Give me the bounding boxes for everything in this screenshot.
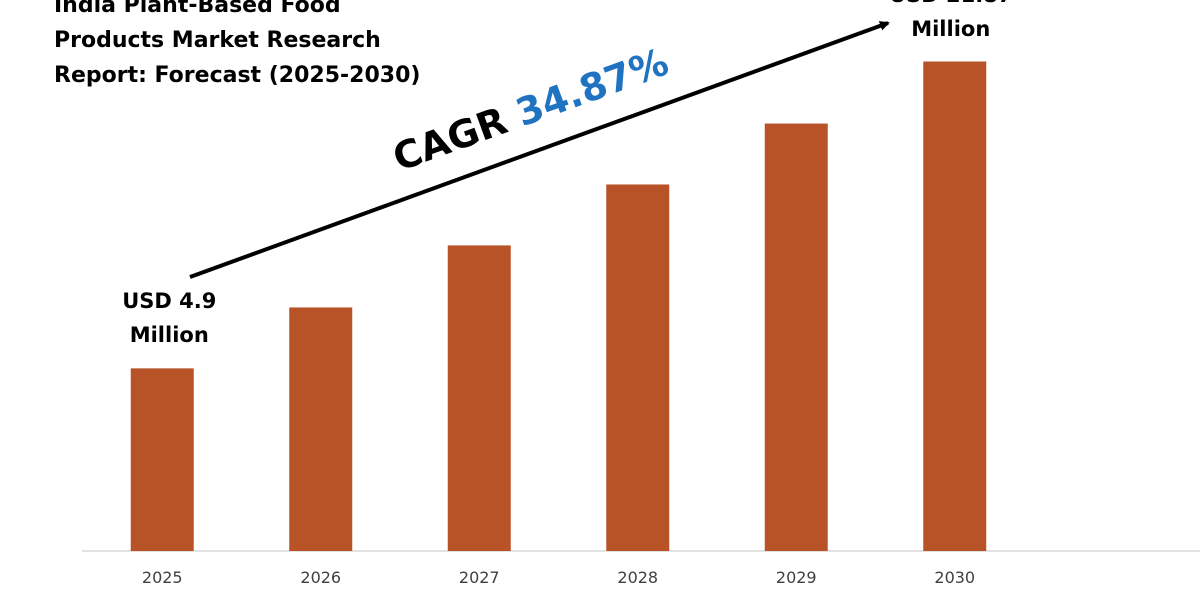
bar	[130, 368, 194, 551]
x-tick-label: 2028	[617, 568, 658, 587]
x-tick-label: 2030	[934, 568, 975, 587]
x-tick-label: 2029	[776, 568, 817, 587]
bar	[764, 123, 828, 551]
x-tick-label: 2026	[300, 568, 341, 587]
value-label: USD 21.87 Million	[889, 0, 1012, 41]
growth-arrow	[189, 21, 890, 279]
x-tick-label: 2027	[459, 568, 500, 587]
chart-title: India Plant-Based Food Products Market R…	[54, 0, 421, 88]
cagr-value: 34.87%	[510, 40, 674, 135]
bar	[923, 61, 987, 551]
bar	[289, 307, 353, 551]
value-label: USD 4.9 Million	[122, 289, 217, 348]
bar	[447, 245, 511, 552]
bar	[606, 184, 670, 551]
x-tick-label: 2025	[142, 568, 183, 587]
